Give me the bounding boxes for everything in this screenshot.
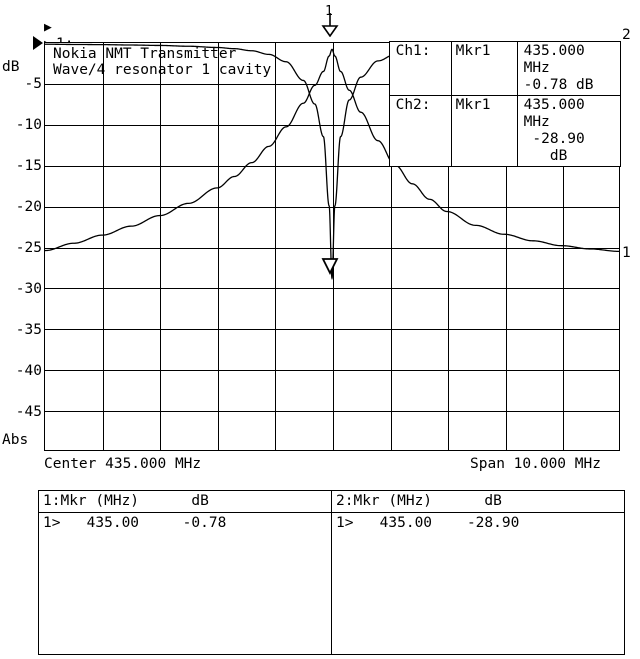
gridline-horizontal bbox=[45, 206, 619, 208]
y-tick-label: -20 bbox=[15, 199, 42, 215]
marker-readout-name: Mkr1 bbox=[452, 42, 518, 96]
marker-table-header: 1:Mkr (MHz) dB bbox=[39, 491, 331, 513]
gridline-horizontal bbox=[45, 288, 619, 290]
gridline-vertical bbox=[275, 43, 277, 450]
gridline-horizontal bbox=[45, 247, 619, 249]
y-tick-label: -30 bbox=[15, 281, 42, 297]
gridline-vertical bbox=[563, 43, 565, 450]
gridline-horizontal bbox=[45, 124, 619, 126]
y-tick-label: -10 bbox=[15, 117, 42, 133]
y-tick-label: -25 bbox=[15, 240, 42, 256]
graph-title: Nokia NMT Transmitter Wave/4 resonator 1… bbox=[53, 46, 271, 78]
reference-position-triangle-icon[interactable] bbox=[33, 36, 43, 50]
span-frequency-label[interactable]: Span 10.000 MHz bbox=[470, 456, 601, 472]
marker-table: 1:Mkr (MHz) dB 1> 435.00 -0.78 2:Mkr (MH… bbox=[38, 490, 625, 655]
marker-table-row[interactable]: 1> 435.00 -28.90 bbox=[336, 515, 520, 531]
gridline-horizontal bbox=[45, 329, 619, 331]
marker-table-header: 2:Mkr (MHz) dB bbox=[332, 491, 624, 513]
marker-table-row[interactable]: 1> 435.00 -0.78 bbox=[43, 515, 227, 531]
y-tick-label: -45 bbox=[15, 404, 42, 420]
marker-readout-values: 435.000 MHz -28.90 dB bbox=[518, 96, 620, 166]
measurement-graph[interactable]: Nokia NMT Transmitter Wave/4 resonator 1… bbox=[44, 41, 621, 451]
marker-readout-frequency: 435.000 MHz bbox=[523, 43, 585, 77]
y-axis-mode-label: Abs bbox=[2, 432, 29, 448]
trace-2-end-label: 2 bbox=[622, 27, 631, 43]
marker-readout-row[interactable]: Ch2: Mkr1 435.000 MHz -28.90 dB bbox=[390, 96, 620, 167]
trace-1-end-label: 1 bbox=[622, 245, 631, 261]
channel-2-header[interactable]: ▷ 2: Reflection Log Mag 5.0 dB/ Ref 0.00… bbox=[0, 19, 640, 188]
marker-readout-values: 435.000 MHz -0.78 dB bbox=[518, 42, 620, 95]
marker-readout-name: Mkr1 bbox=[452, 96, 518, 167]
marker-readout-row[interactable]: Ch1: Mkr1 435.000 MHz -0.78 dB bbox=[389, 42, 620, 97]
gridline-horizontal bbox=[45, 83, 619, 85]
marker-readout-frequency: 435.000 MHz bbox=[523, 97, 585, 131]
marker-1-number-label: 1 bbox=[325, 4, 333, 19]
y-axis: dB Abs -5 -10 -15 -20 -25 -30 -35 -40 -4… bbox=[0, 0, 42, 659]
marker-1-pointer-icon[interactable] bbox=[321, 13, 339, 37]
gridline-vertical bbox=[217, 43, 219, 450]
gridline-horizontal bbox=[45, 411, 619, 413]
marker-2-pointer-icon[interactable] bbox=[321, 258, 339, 280]
graph-title-line-2: Wave/4 resonator 1 cavity bbox=[53, 62, 272, 78]
marker-table-column-1: 1:Mkr (MHz) dB 1> 435.00 -0.78 bbox=[39, 491, 332, 654]
gridline-vertical bbox=[390, 43, 392, 450]
gridline-vertical bbox=[448, 43, 450, 450]
marker-readout-amplitude: -0.78 dB bbox=[523, 77, 594, 94]
y-axis-unit-label: dB bbox=[2, 59, 20, 75]
channel-1-header[interactable]: ▶ 1: Transmission Log Mag 5.0 dB/ Ref 0.… bbox=[0, 2, 640, 171]
marker-readout-panel: Ch1: Mkr1 435.000 MHz -0.78 dB Ch2: Mkr1… bbox=[388, 41, 621, 168]
center-frequency-label[interactable]: Center 435.000 MHz bbox=[44, 456, 202, 472]
gridline-vertical bbox=[505, 43, 507, 450]
y-tick-label: -40 bbox=[15, 363, 42, 379]
y-tick-label: -15 bbox=[15, 158, 42, 174]
trace-transmission bbox=[45, 48, 619, 253]
marker-readout-amplitude: -28.90 dB bbox=[532, 131, 585, 165]
gridline-vertical bbox=[102, 43, 104, 450]
y-tick-label: -35 bbox=[15, 322, 42, 338]
channel-1-active-marker-icon: ▶ bbox=[44, 20, 52, 35]
y-tick-label: -5 bbox=[24, 76, 42, 92]
gridline-vertical bbox=[160, 43, 162, 450]
marker-table-column-2: 2:Mkr (MHz) dB 1> 435.00 -28.90 bbox=[332, 491, 624, 654]
gridline-horizontal bbox=[45, 165, 619, 167]
gridline-horizontal bbox=[45, 370, 619, 372]
marker-readout-channel: Ch1: bbox=[390, 42, 452, 96]
marker-readout-channel: Ch2: bbox=[390, 96, 452, 167]
graph-title-line-1: Nokia NMT Transmitter bbox=[53, 46, 237, 62]
